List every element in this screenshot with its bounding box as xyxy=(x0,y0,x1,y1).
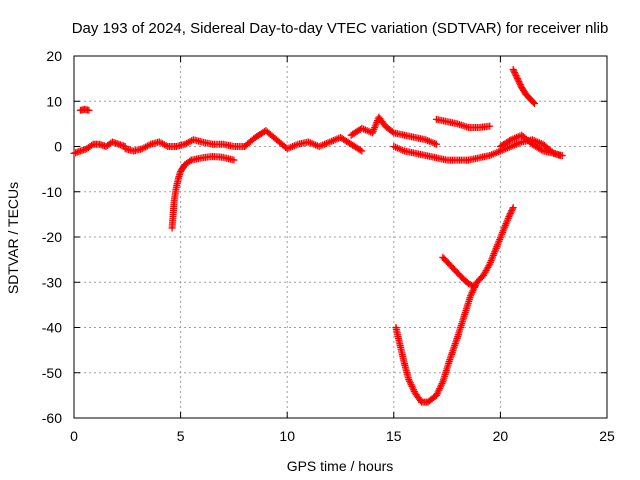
x-tick-label: 10 xyxy=(279,428,295,444)
data-point xyxy=(509,66,517,74)
data-point xyxy=(513,75,521,83)
data-point xyxy=(511,69,519,77)
data-point xyxy=(508,207,516,215)
series-arc-high-drop xyxy=(509,66,539,108)
y-tick-label: 0 xyxy=(54,139,62,155)
data-point xyxy=(464,280,472,288)
data-point xyxy=(85,106,93,114)
y-tick-label: -60 xyxy=(42,410,62,426)
data-point xyxy=(88,141,96,149)
data-point xyxy=(469,282,477,290)
x-tick-label: 0 xyxy=(70,428,78,444)
x-tick-label: 5 xyxy=(177,428,185,444)
series-arc-end xyxy=(496,131,566,160)
data-point xyxy=(558,152,566,160)
series-arc-dip xyxy=(187,152,238,164)
x-tick-label: 25 xyxy=(599,428,615,444)
data-point xyxy=(388,128,396,136)
data-point xyxy=(529,98,537,106)
series-arc-steep-rise xyxy=(168,156,195,232)
series-arc-late-a xyxy=(347,113,440,148)
data-point xyxy=(507,208,515,216)
data-point xyxy=(485,262,493,270)
data-point xyxy=(230,156,238,164)
data-point xyxy=(531,100,539,108)
data-point xyxy=(511,70,519,78)
series-arc-join xyxy=(439,253,479,291)
data-points xyxy=(70,66,566,406)
data-point xyxy=(468,281,476,289)
data-point xyxy=(358,147,366,155)
data-point xyxy=(466,280,474,288)
axis-ticks: 0 5 10 15 20 25 20 10 0 -10 -20 -30 -40 -50 -60 xyxy=(42,48,615,444)
series-arc-main-a xyxy=(121,136,249,155)
data-point xyxy=(356,146,364,154)
y-tick-label: 10 xyxy=(46,93,62,109)
data-point xyxy=(514,76,522,84)
x-tick-label: 20 xyxy=(493,428,509,444)
series-arc-small-high xyxy=(76,105,93,114)
series-arc-mid xyxy=(241,127,366,155)
data-point xyxy=(516,81,524,89)
data-point xyxy=(515,78,523,86)
data-point xyxy=(506,211,514,219)
data-point xyxy=(508,205,516,213)
data-point xyxy=(512,72,520,80)
data-point xyxy=(486,122,494,130)
data-point xyxy=(505,213,513,221)
y-tick-label: -50 xyxy=(42,365,62,381)
data-point xyxy=(471,283,479,291)
x-tick-label: 15 xyxy=(386,428,402,444)
chart-title: Day 193 of 2024, Sidereal Day-to-day VTE… xyxy=(72,20,609,37)
y-tick-label: 20 xyxy=(46,48,62,64)
series-arc-plateau xyxy=(432,115,494,131)
y-tick-label: -30 xyxy=(42,274,62,290)
y-tick-label: -20 xyxy=(42,229,62,245)
data-point xyxy=(516,79,524,87)
data-point xyxy=(506,210,514,218)
data-point xyxy=(538,146,546,154)
data-point xyxy=(513,73,521,81)
data-point xyxy=(510,67,518,75)
x-axis-label: GPS time / hours xyxy=(287,458,394,474)
data-point xyxy=(432,140,440,148)
grid-lines xyxy=(74,56,607,418)
y-axis-label: SDTVAR / TECUs xyxy=(5,182,21,294)
y-tick-label: -10 xyxy=(42,184,62,200)
data-point xyxy=(509,204,517,212)
y-tick-label: -40 xyxy=(42,320,62,336)
data-point xyxy=(186,157,194,165)
